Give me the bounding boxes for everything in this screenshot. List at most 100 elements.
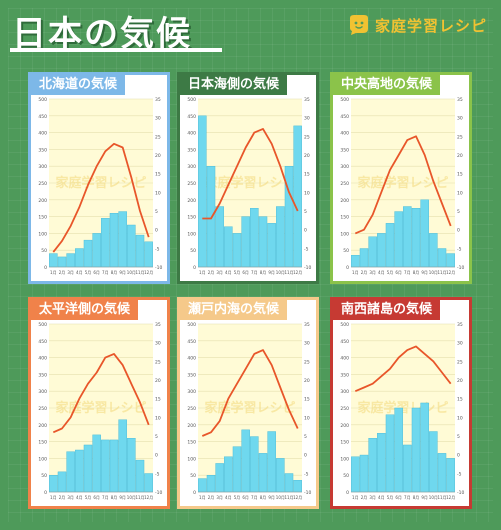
- precipitation-bar: [206, 165, 216, 268]
- x-tick-label: 10月: [276, 270, 285, 275]
- x-tick-label: 8月: [260, 270, 267, 275]
- x-tick-label: 5月: [234, 270, 241, 275]
- precipitation-bar: [92, 434, 101, 493]
- x-tick-label: 3月: [369, 495, 376, 500]
- precipitation-bar: [394, 211, 403, 268]
- y2-tick-label: 20: [457, 378, 463, 384]
- x-tick-label: 6月: [93, 270, 100, 275]
- x-tick-label: 9月: [119, 495, 126, 500]
- y-tick-label: 0: [193, 490, 196, 496]
- y-tick-label: 0: [346, 265, 349, 271]
- precipitation-bar: [446, 458, 455, 493]
- y-tick-label: 450: [340, 339, 349, 345]
- x-tick-label: 1月: [50, 270, 57, 275]
- x-tick-label: 4月: [76, 270, 83, 275]
- chart-title: 北海道の気候: [31, 75, 126, 95]
- y-tick-label: 400: [340, 356, 349, 362]
- y2-tick-label: 10: [304, 415, 310, 421]
- y2-tick-label: 10: [155, 415, 161, 421]
- y-tick-label: 500: [187, 97, 196, 103]
- precipitation-bar: [215, 206, 224, 268]
- y-tick-label: 250: [187, 406, 196, 412]
- watermark-text: 家庭学習レシピ: [55, 400, 146, 416]
- chart-title: 日本海側の気候: [180, 75, 288, 95]
- y-tick-label: 150: [340, 215, 349, 221]
- precipitation-bar: [135, 234, 145, 268]
- precipitation-bar: [437, 248, 447, 268]
- x-tick-label: 12月: [144, 495, 153, 500]
- y2-tick-label: -5: [457, 246, 462, 252]
- precipitation-bar: [385, 223, 395, 268]
- precipitation-bar: [232, 446, 242, 493]
- precipitation-bar: [258, 453, 268, 493]
- y2-tick-label: 15: [155, 397, 161, 403]
- watermark-text: 家庭学習レシピ: [357, 400, 448, 416]
- x-tick-label: 11月: [135, 270, 144, 275]
- y2-tick-label: 30: [155, 341, 161, 347]
- x-tick-label: 7月: [102, 270, 109, 275]
- y-tick-label: 300: [38, 389, 47, 395]
- y-tick-label: 300: [187, 389, 196, 395]
- watermark-text: 家庭学習レシピ: [204, 175, 295, 191]
- y2-tick-label: 20: [155, 153, 161, 159]
- precipitation-bar: [66, 253, 75, 268]
- y-tick-label: 350: [187, 372, 196, 378]
- climate-chart-panel: 0 50 100 150 200 250 300 350 400 450 500 -10 -5 0 5 10 1…: [177, 297, 319, 509]
- precipitation-bar: [377, 233, 386, 268]
- precipitation-bar: [49, 253, 58, 268]
- watermark-text: 家庭学習レシピ: [357, 175, 448, 191]
- chart-svg: 0 50 100 150 200 250 300 350 400 450 500 -10 -5 0 5 10 1…: [187, 322, 311, 500]
- y2-tick-label: 30: [457, 116, 463, 122]
- y2-tick-label: 15: [457, 172, 463, 178]
- precipitation-bar: [92, 233, 101, 268]
- x-tick-label: 8月: [260, 495, 267, 500]
- chart-title: 太平洋側の気候: [31, 300, 139, 320]
- precipitation-bar: [109, 439, 119, 493]
- y-tick-label: 100: [340, 231, 349, 237]
- precipitation-bar: [135, 459, 145, 493]
- x-tick-label: 2月: [361, 495, 368, 500]
- x-tick-label: 3月: [67, 270, 74, 275]
- precipitation-bar: [377, 432, 386, 493]
- precipitation-bar: [267, 431, 276, 493]
- y-tick-label: 300: [187, 164, 196, 170]
- y2-tick-label: 5: [155, 434, 158, 440]
- y-tick-label: 400: [38, 131, 47, 137]
- x-tick-label: 2月: [59, 495, 66, 500]
- precipitation-bar: [57, 256, 67, 268]
- y2-tick-label: 25: [155, 134, 161, 140]
- y-tick-label: 50: [41, 248, 47, 254]
- precipitation-bar: [437, 453, 447, 493]
- y2-tick-label: 30: [155, 116, 161, 122]
- x-tick-label: 8月: [111, 495, 118, 500]
- precipitation-bar: [198, 115, 207, 268]
- precipitation-bar: [127, 438, 136, 493]
- chart-title: 瀬戸内海の気候: [180, 300, 288, 320]
- y2-tick-label: 35: [457, 97, 463, 103]
- y-tick-label: 450: [340, 114, 349, 120]
- y2-tick-label: 20: [457, 153, 463, 159]
- y2-tick-label: 0: [304, 228, 307, 234]
- y2-tick-label: 35: [304, 322, 310, 328]
- precipitation-bar: [118, 211, 127, 268]
- x-tick-label: 12月: [144, 270, 153, 275]
- precipitation-bar: [232, 233, 242, 268]
- chart-svg: 0 50 100 150 200 250 300 350 400 450 500 -10 -5 0 5 10 1…: [38, 97, 162, 275]
- precipitation-bar: [394, 407, 403, 493]
- y-tick-label: 200: [187, 198, 196, 204]
- y-tick-label: 450: [38, 339, 47, 345]
- precipitation-bar: [109, 213, 119, 268]
- precipitation-bar: [276, 206, 285, 268]
- precipitation-bar: [224, 456, 233, 493]
- precipitation-bar: [429, 233, 438, 268]
- x-tick-label: 6月: [93, 495, 100, 500]
- y-tick-label: 50: [41, 473, 47, 479]
- y-tick-label: 250: [38, 406, 47, 412]
- brand: 家庭学習レシピ: [347, 14, 487, 36]
- y-tick-label: 100: [187, 456, 196, 462]
- temperature-line: [354, 345, 452, 393]
- temperature-line: [202, 128, 299, 220]
- x-tick-label: 4月: [378, 495, 385, 500]
- y-tick-label: 150: [187, 215, 196, 221]
- x-tick-label: 7月: [404, 495, 411, 500]
